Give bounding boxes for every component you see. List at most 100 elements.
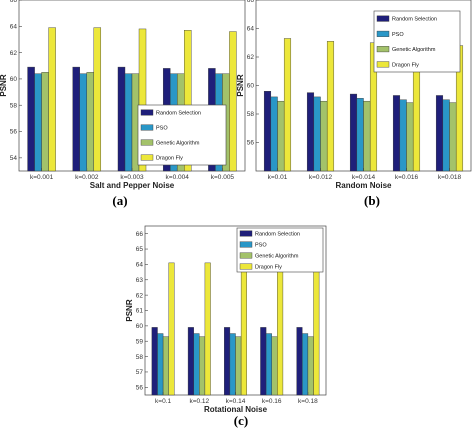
- legend-label: Genetic Algorithm: [255, 254, 299, 260]
- bar: [27, 66, 35, 172]
- legend-label: Dragon Fly: [255, 265, 282, 271]
- bar: [151, 327, 158, 396]
- bar: [93, 27, 102, 172]
- legend-label: PSO: [255, 243, 267, 249]
- x-tick-label: k=0.018: [438, 174, 462, 181]
- y-axis-label: PSNR: [236, 74, 245, 96]
- y-tick-label: 59: [136, 338, 144, 345]
- bar: [138, 28, 147, 172]
- bar: [184, 30, 192, 172]
- legend-swatch: [140, 109, 154, 116]
- bar: [229, 333, 236, 396]
- bar: [72, 66, 80, 172]
- legend-swatch: [376, 30, 390, 37]
- y-tick-label: 66: [10, 0, 18, 4]
- x-tick-label: k=0.16: [262, 398, 282, 405]
- legend-swatch: [239, 241, 253, 248]
- bar: [224, 327, 231, 396]
- x-tick-label: k=0.014: [352, 174, 376, 181]
- y-tick-label: 66: [136, 231, 144, 238]
- y-tick-label: 62: [136, 292, 144, 299]
- bar: [392, 95, 401, 172]
- bar: [265, 333, 272, 396]
- bar: [320, 100, 328, 172]
- bar: [117, 66, 126, 172]
- legend-label: Random Selection: [392, 17, 437, 23]
- panel-label: (b): [364, 193, 380, 208]
- y-tick-label: 56: [247, 140, 255, 147]
- y-tick-label: 64: [247, 26, 255, 33]
- y-tick-label: 62: [10, 50, 18, 57]
- panel-label: (a): [112, 193, 127, 208]
- x-tick-label: k=0.004: [166, 174, 190, 181]
- legend: Random Selection PSO Genetic Algorithm Drag…: [236, 227, 324, 273]
- bar: [229, 31, 237, 172]
- bar: [277, 262, 284, 396]
- legend-swatch: [239, 263, 253, 270]
- legend-label: PSO: [156, 126, 168, 132]
- bar: [260, 327, 267, 396]
- x-tick-label: k=0.005: [211, 174, 235, 181]
- bar: [86, 72, 95, 172]
- legend-swatch: [239, 230, 253, 237]
- x-axis-label: Rotational Noise: [204, 405, 268, 414]
- bar: [283, 38, 292, 172]
- y-tick-label: 64: [10, 24, 18, 31]
- y-tick-label: 60: [247, 83, 255, 90]
- bar: [199, 336, 206, 396]
- bar: [296, 327, 303, 396]
- bar: [34, 73, 42, 172]
- bar: [271, 336, 278, 396]
- chart-panel-3: 56 57 58 59 60 61 62 63 64 65 66 PSNR k=0.1 k=0.12 k=0…: [125, 225, 327, 428]
- legend-label: Genetic Algorithm: [156, 141, 200, 147]
- x-tick-label: k=0.012: [309, 174, 333, 181]
- bar: [356, 98, 364, 172]
- y-tick-label: 56: [10, 129, 18, 136]
- bar: [277, 100, 285, 172]
- bar: [124, 73, 133, 172]
- x-axis-label: Salt and Pepper Noise: [90, 181, 175, 190]
- bar: [406, 102, 414, 172]
- x-axis-label: Random Noise: [335, 181, 392, 190]
- bar: [307, 336, 314, 396]
- x-tick-label: k=0.01: [268, 174, 288, 181]
- legend-swatch: [239, 252, 253, 259]
- y-tick-label: 64: [136, 262, 144, 269]
- bar: [313, 96, 321, 172]
- legend-label: Random Selection: [156, 111, 201, 117]
- panel-label: (c): [234, 413, 248, 428]
- chart-panel-1: 54 56 58 60 62 64 66 PSNR k=0.001 k=0.002 k=0.003 k…: [0, 0, 246, 208]
- legend: Random Selection PSO Genetic Algorithm Drag…: [373, 10, 461, 73]
- bar: [240, 262, 247, 396]
- y-tick-label: 61: [136, 308, 144, 315]
- y-tick-label: 60: [136, 323, 144, 330]
- bar: [48, 27, 56, 172]
- y-tick-label: 54: [10, 155, 18, 162]
- legend: Random Selection PSO Genetic Algorithm Drag…: [137, 104, 227, 166]
- legend-label: Genetic Algorithm: [392, 47, 436, 53]
- y-axis-label: PSNR: [0, 74, 8, 96]
- legend-swatch: [140, 154, 154, 161]
- bar: [235, 336, 242, 396]
- legend-label: Dragon Fly: [156, 156, 183, 162]
- legend-swatch: [376, 46, 390, 53]
- x-tick-label: k=0.12: [189, 398, 209, 405]
- legend-swatch: [140, 139, 154, 146]
- y-tick-label: 57: [136, 369, 144, 376]
- legend-swatch: [376, 61, 390, 68]
- bar: [187, 327, 194, 396]
- y-tick-label: 58: [10, 102, 18, 109]
- bar: [157, 333, 164, 396]
- x-tick-label: k=0.1: [155, 398, 171, 405]
- bar: [168, 262, 175, 396]
- legend-label: Random Selection: [255, 232, 300, 238]
- bar: [270, 96, 278, 172]
- x-tick-label: k=0.002: [75, 174, 99, 181]
- legend-swatch: [376, 15, 390, 22]
- y-tick-label: 66: [247, 0, 255, 4]
- bar: [449, 102, 457, 172]
- x-tick-label: k=0.001: [30, 174, 54, 181]
- bar: [442, 99, 450, 172]
- y-tick-label: 58: [247, 111, 255, 118]
